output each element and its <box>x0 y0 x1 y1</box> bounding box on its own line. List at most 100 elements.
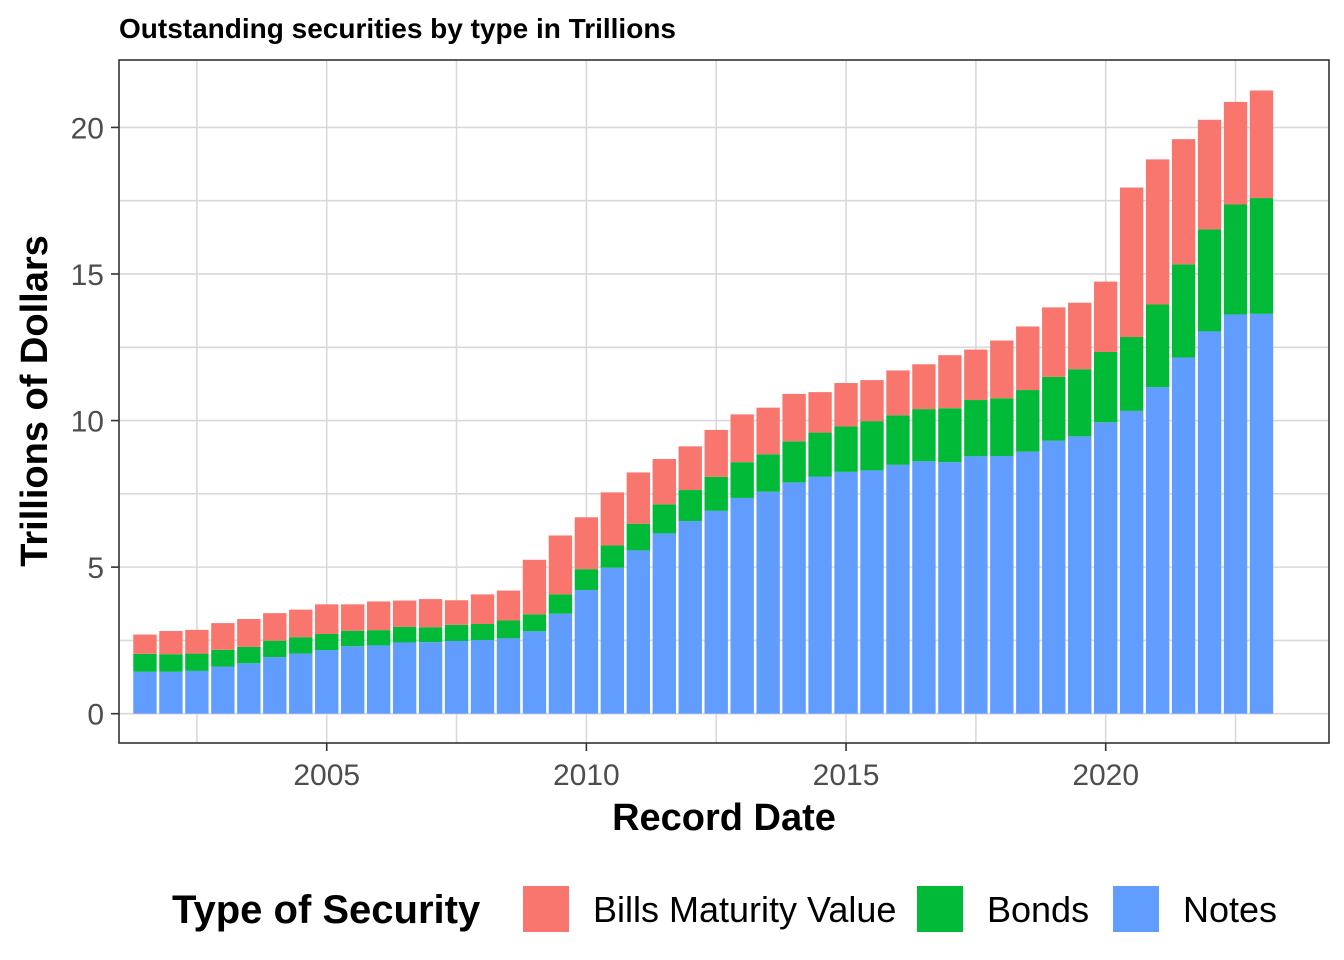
x-tick-label: 2010 <box>553 759 620 792</box>
bar-notes <box>834 471 858 714</box>
y-tick-label: 15 <box>71 259 104 292</box>
chart-title: Outstanding securities by type in Trilli… <box>119 13 676 44</box>
legend-title: Type of Security <box>172 888 481 932</box>
plot-frame <box>118 59 1330 744</box>
bar-bills-maturity-value <box>626 472 650 524</box>
bar-notes <box>1249 313 1274 714</box>
x-tick-label: 2020 <box>1072 759 1139 792</box>
bar-notes <box>548 613 573 714</box>
bar-bonds <box>341 630 365 647</box>
bar-bonds <box>211 649 235 667</box>
bar-bills-maturity-value <box>834 383 858 427</box>
bar-bills-maturity-value <box>990 340 1014 399</box>
bar-bonds <box>289 637 313 654</box>
y-axis-title: Trillions of Dollars <box>14 235 56 567</box>
legend-label-bills: Bills Maturity Value <box>593 889 896 930</box>
bar-bonds <box>366 630 391 646</box>
bar-bills-maturity-value <box>548 535 573 595</box>
bar-bonds <box>678 490 702 522</box>
bar-bills-maturity-value <box>315 604 339 634</box>
bar-bonds <box>574 569 599 590</box>
bar-bonds <box>1197 229 1222 332</box>
y-tick-label: 10 <box>71 406 104 439</box>
bar-notes <box>392 642 417 714</box>
bar-bills-maturity-value <box>600 492 625 546</box>
bar-notes <box>990 456 1014 714</box>
bar-notes <box>574 589 599 714</box>
bar-bills-maturity-value <box>912 364 936 410</box>
bar-notes <box>730 497 754 714</box>
bar-notes <box>133 671 157 714</box>
bar-notes <box>211 666 235 714</box>
bar-bills-maturity-value <box>341 604 365 631</box>
bar-bonds <box>263 640 287 658</box>
bar-notes <box>522 631 547 714</box>
bar-bonds <box>522 614 547 632</box>
bar-bonds <box>392 626 417 643</box>
y-tick-label: 0 <box>87 699 104 732</box>
bar-notes <box>756 491 780 714</box>
bar-bonds <box>808 432 832 477</box>
bar-bonds <box>1094 351 1118 423</box>
bar-bills-maturity-value <box>1042 307 1066 377</box>
bar-bonds <box>185 653 209 671</box>
bar-notes <box>1016 451 1040 714</box>
bar-bonds <box>1171 264 1196 358</box>
bar-bonds <box>1145 304 1170 388</box>
bar-notes <box>444 640 469 714</box>
x-axis-title: Record Date <box>612 797 836 839</box>
bar-notes <box>652 533 676 714</box>
bar-bills-maturity-value <box>678 446 702 491</box>
bar-bills-maturity-value <box>756 407 780 455</box>
bar-bonds <box>626 523 650 551</box>
bar-bills-maturity-value <box>964 349 988 401</box>
bar-bonds <box>1068 369 1092 437</box>
bar-bills-maturity-value <box>652 458 676 505</box>
bar-bills-maturity-value <box>730 414 754 463</box>
bar-notes <box>860 470 884 714</box>
legend: Type of Security Bills Maturity Value Bo… <box>172 886 1277 932</box>
bar-notes <box>263 657 287 714</box>
bar-bills-maturity-value <box>1119 187 1144 338</box>
y-tick-label: 20 <box>71 112 104 145</box>
bar-bills-maturity-value <box>938 355 962 409</box>
bar-notes <box>1068 436 1092 714</box>
bar-bonds <box>237 646 261 664</box>
bar-notes <box>600 567 625 714</box>
bar-bonds <box>756 454 780 492</box>
bar-notes <box>704 510 728 714</box>
bar-notes <box>159 671 183 714</box>
bar-bonds <box>159 654 183 672</box>
bar-bills-maturity-value <box>263 613 287 641</box>
x-tick-label: 2005 <box>293 759 360 792</box>
bar-notes <box>782 482 806 714</box>
bar-bonds <box>1223 204 1248 315</box>
bar-bills-maturity-value <box>133 634 157 654</box>
y-tick-label: 5 <box>87 552 104 585</box>
bar-notes <box>366 645 391 714</box>
bar-notes <box>964 456 988 714</box>
legend-key-notes <box>1113 886 1159 932</box>
bar-bonds <box>886 415 910 465</box>
bar-bills-maturity-value <box>1016 326 1040 391</box>
bar-notes <box>496 638 521 714</box>
bar-bills-maturity-value <box>886 370 910 416</box>
bar-bonds <box>1016 390 1040 452</box>
bar-notes <box>1171 357 1196 714</box>
bar-bills-maturity-value <box>1145 159 1170 305</box>
bar-notes <box>938 462 962 714</box>
bar-bills-maturity-value <box>418 599 443 628</box>
bar-bills-maturity-value <box>1094 281 1118 352</box>
bar-bills-maturity-value <box>159 631 183 655</box>
bars <box>133 90 1274 714</box>
bar-notes <box>289 653 313 714</box>
bar-bonds <box>912 409 936 462</box>
bar-bills-maturity-value <box>185 629 209 654</box>
bar-bonds <box>938 408 962 463</box>
x-tick-label: 2015 <box>813 759 880 792</box>
bar-bills-maturity-value <box>782 393 806 442</box>
bar-bills-maturity-value <box>1171 139 1196 265</box>
bar-notes <box>1119 410 1144 714</box>
bar-notes <box>912 461 936 714</box>
